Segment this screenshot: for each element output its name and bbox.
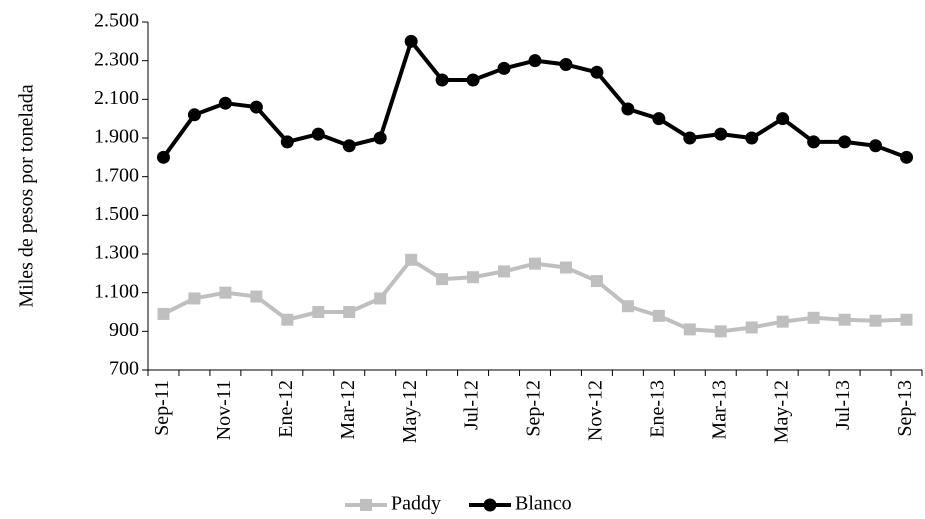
point — [683, 131, 697, 145]
x-tick-label: Mar-12 — [337, 380, 359, 440]
y-tick-label: 900 — [109, 319, 139, 341]
point — [498, 265, 511, 278]
point — [900, 313, 913, 326]
x-tick-label: Ene-12 — [275, 380, 297, 438]
point — [157, 307, 170, 320]
point — [405, 253, 418, 266]
point — [373, 131, 387, 145]
y-tick-label: 700 — [109, 358, 139, 380]
legend-marker — [483, 498, 497, 512]
point — [807, 135, 821, 149]
point — [869, 139, 883, 153]
point — [250, 290, 263, 303]
legend-item: Blanco — [469, 493, 572, 515]
x-tick-label: Nov-12 — [585, 380, 607, 441]
point — [436, 273, 449, 286]
legend-label: Paddy — [391, 493, 441, 515]
point — [529, 257, 541, 270]
point — [374, 292, 387, 305]
x-tick-label: Sep-12 — [523, 380, 545, 437]
point — [590, 275, 603, 288]
point — [156, 150, 170, 164]
point — [590, 65, 604, 79]
point — [219, 286, 232, 299]
point — [652, 309, 665, 322]
y-tick-label: 1.100 — [94, 280, 139, 302]
point — [714, 325, 727, 338]
y-axis-label: Miles de pesos por tonelada — [16, 84, 38, 307]
y-tick-label: 2.500 — [94, 10, 139, 32]
point — [187, 108, 201, 122]
y-tick-label: 2.100 — [94, 87, 139, 109]
point — [807, 311, 820, 324]
x-tick-label: Jul-12 — [461, 380, 483, 430]
x-tick-label: Ene-13 — [646, 380, 668, 438]
point — [466, 73, 480, 87]
y-tick-label: 1.300 — [94, 242, 139, 264]
x-tick-label: Sep-11 — [151, 380, 173, 436]
point — [249, 100, 263, 114]
point — [218, 96, 232, 110]
y-tick-label: 1.700 — [94, 164, 139, 186]
point — [745, 131, 759, 145]
point — [900, 150, 914, 164]
point — [435, 73, 449, 87]
point — [343, 306, 356, 318]
point — [281, 313, 294, 326]
point — [776, 315, 789, 328]
point — [188, 292, 201, 305]
x-tick-label: May-12 — [770, 380, 792, 443]
point — [621, 300, 634, 313]
legend-marker — [360, 499, 372, 511]
point — [838, 313, 851, 326]
y-tick-label: 1.900 — [94, 126, 139, 148]
y-tick-label: 1.500 — [94, 203, 139, 225]
x-tick-label: Jul-13 — [832, 380, 854, 430]
point — [497, 61, 511, 75]
x-tick-label: Sep-13 — [894, 380, 916, 437]
y-tick-label: 2.300 — [94, 48, 139, 70]
point — [838, 135, 852, 149]
point — [776, 112, 790, 126]
x-tick-label: Mar-13 — [708, 380, 730, 440]
point — [280, 135, 294, 149]
series-line — [162, 257, 907, 334]
point — [312, 306, 325, 318]
x-tick-label: Nov-11 — [213, 380, 235, 440]
point — [714, 127, 728, 141]
legend-item: Paddy — [345, 493, 441, 515]
point — [342, 139, 356, 153]
point — [467, 271, 480, 284]
point — [652, 112, 666, 126]
legend-label: Blanco — [515, 493, 572, 515]
point — [621, 102, 635, 116]
point — [528, 54, 542, 68]
point — [683, 323, 696, 336]
point — [404, 34, 418, 48]
point — [559, 261, 572, 274]
point — [745, 321, 758, 334]
point — [559, 58, 573, 72]
point — [869, 314, 882, 327]
point — [311, 127, 325, 141]
x-tick-label: May-12 — [399, 380, 421, 443]
